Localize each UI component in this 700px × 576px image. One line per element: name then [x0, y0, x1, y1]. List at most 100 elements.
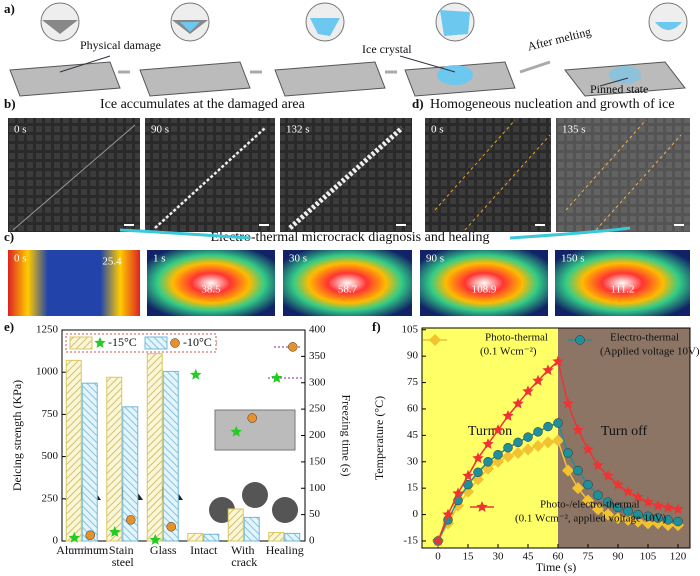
x-tick-label: 90	[613, 551, 625, 563]
y2-tick-label: 250	[309, 403, 326, 415]
region-label: Turn on	[468, 424, 512, 439]
marker-star	[492, 424, 504, 435]
marker-star	[452, 487, 464, 499]
x-tick-label: Aluminum	[56, 543, 109, 557]
micrograph	[8, 118, 140, 232]
inset-droplet	[242, 482, 268, 508]
frame-time: 0 s	[14, 253, 27, 265]
guide	[434, 119, 516, 211]
frame-time: 90 s	[151, 124, 169, 136]
arrow	[119, 228, 251, 240]
y-tick-label: 90	[407, 350, 419, 362]
marker-star	[442, 508, 454, 520]
marker-circle	[493, 449, 503, 460]
y2-tick-label: 50	[309, 508, 321, 520]
marker-star	[149, 533, 161, 545]
marker-circle	[603, 497, 613, 507]
thermal-reading: 38.5	[201, 284, 221, 296]
marker-diamond	[542, 436, 554, 449]
marker-star	[642, 496, 654, 508]
thermal-image	[420, 250, 548, 316]
x-tick-label: 60	[553, 551, 565, 563]
panel-label: e)	[4, 319, 14, 334]
panel-title: Electro-thermal microcrack diagnosis and…	[210, 230, 489, 245]
thermal-reading: 111.2	[611, 284, 635, 296]
marker-circle	[170, 338, 180, 348]
y-axis-label: Deicing strength (KPa)	[10, 380, 24, 491]
y-tick-label: 500	[42, 450, 59, 462]
scale-bar	[396, 224, 406, 226]
marker-circle	[543, 421, 553, 432]
x-tick-label: 0	[435, 551, 441, 563]
x-tick-label: Stain steel	[109, 543, 137, 569]
marker-circle	[166, 522, 176, 532]
marker-star	[230, 425, 242, 437]
frame-time: 135 s	[562, 124, 586, 136]
bar	[268, 532, 285, 542]
marker-star	[672, 503, 684, 515]
marker-star	[612, 478, 624, 490]
marker-star	[622, 485, 634, 497]
y2-tick-label: 100	[309, 482, 326, 494]
bar	[284, 532, 301, 542]
annotation: Physical damage	[80, 38, 161, 52]
marker-circle	[663, 515, 673, 525]
marker-star	[522, 385, 534, 397]
panel-label: a)	[4, 1, 15, 16]
marker-star	[632, 491, 644, 502]
marker-star	[476, 501, 488, 512]
marker-star	[562, 397, 574, 409]
thermal-image	[555, 250, 690, 316]
marker-star	[432, 535, 444, 546]
bar	[227, 508, 244, 542]
frame-time: 132 s	[286, 124, 310, 136]
marker-circle	[583, 479, 593, 490]
y-tick-label: 105	[402, 323, 419, 335]
x-tick-label: 120	[670, 551, 687, 563]
y-tick-label: 45	[407, 429, 419, 441]
marker-diamond	[592, 503, 604, 516]
x-axis-label: Time (s)	[536, 560, 577, 574]
marker-diamond	[642, 517, 654, 530]
marker-star	[572, 424, 584, 435]
marker-diamond	[552, 434, 564, 447]
marker-star	[652, 499, 664, 511]
thermal-image	[283, 250, 412, 316]
marker-star	[552, 355, 564, 367]
thermal-reading: 58.7	[338, 284, 358, 296]
marker-circle	[643, 511, 653, 522]
y-tick-label: 1250	[36, 324, 59, 336]
annotation: Ice crystal	[362, 42, 412, 56]
marker-star	[190, 368, 202, 380]
marker-star	[68, 531, 80, 543]
panel-label: f)	[372, 319, 381, 334]
frame-time: 90 s	[426, 253, 444, 265]
y-tick-label: 0	[413, 508, 419, 520]
legend-swatch	[144, 336, 168, 350]
panel-label: c)	[4, 229, 14, 244]
ice-line	[288, 126, 404, 230]
x-tick-label: 105	[640, 551, 657, 563]
bar	[162, 370, 179, 542]
marker-star	[482, 438, 494, 449]
marker-circle	[523, 432, 533, 442]
y-axis-label: Temperature (°C)	[372, 396, 386, 480]
marker-diamond	[582, 494, 594, 507]
marker-diamond	[562, 464, 574, 477]
frost	[556, 118, 690, 232]
y2-tick-label: 150	[309, 455, 326, 467]
x-tick-label: With crack	[231, 543, 258, 569]
frame-time: 1 s	[153, 253, 166, 265]
legend-detail: (0.1 Wcm⁻²)	[480, 346, 537, 358]
legend-swatch	[69, 336, 93, 350]
legend-label: -15°C	[108, 335, 137, 349]
frame-time: 30 s	[289, 253, 307, 265]
crack-line	[12, 124, 136, 231]
legend-label: Electro-thermal	[610, 332, 679, 344]
scale-bar	[259, 224, 269, 226]
x-tick-label: Healing	[266, 543, 304, 557]
thermal-image	[147, 250, 275, 316]
y-tick-label: 0	[53, 535, 59, 547]
y2-tick-label: 300	[309, 376, 326, 388]
